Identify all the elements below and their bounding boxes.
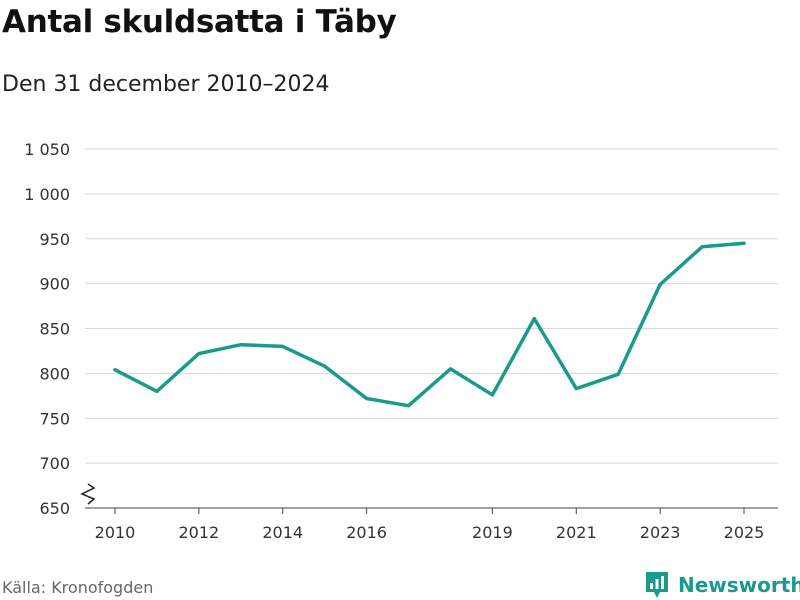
brand-logo: Newsworthy bbox=[644, 570, 800, 600]
data-point-2014 bbox=[281, 344, 285, 348]
data-point-2025 bbox=[742, 241, 746, 245]
source-note: Källa: Kronofogden bbox=[2, 578, 154, 597]
data-point-2017 bbox=[407, 404, 411, 408]
data-point-2010 bbox=[113, 368, 117, 372]
x-tick-label: 2023 bbox=[640, 523, 681, 542]
data-point-2022 bbox=[616, 372, 620, 376]
axis-break-icon bbox=[80, 483, 96, 505]
chart-title: Antal skuldsatta i Täby bbox=[2, 4, 397, 40]
x-tick-label: 2016 bbox=[346, 523, 387, 542]
y-axis-ticks: 650 700 750 800 850 900 950 1 000 1 050 bbox=[24, 140, 70, 518]
y-tick-label: 950 bbox=[39, 230, 70, 249]
y-tick-label: 700 bbox=[39, 454, 70, 473]
data-point-2012 bbox=[197, 352, 201, 356]
y-tick-label: 850 bbox=[39, 320, 70, 339]
y-tick-label: 1 000 bbox=[24, 185, 70, 204]
chart-subtitle: Den 31 december 2010–2024 bbox=[2, 72, 330, 97]
data-point-2013 bbox=[239, 343, 243, 347]
newsworthy-logo-icon bbox=[646, 572, 668, 598]
data-point-2018 bbox=[448, 367, 452, 371]
line-chart: 650 700 750 800 850 900 950 1 000 1 050 2010 2012… bbox=[24, 140, 778, 542]
data-point-2023 bbox=[658, 283, 662, 287]
y-tick-label: 900 bbox=[39, 275, 70, 294]
x-tick-label: 2010 bbox=[95, 523, 136, 542]
series-line bbox=[113, 241, 746, 408]
x-axis-ticks: 2010 2012 2014 2016 2019 2021 2023 2025 bbox=[95, 508, 765, 542]
x-tick-label: 2014 bbox=[262, 523, 303, 542]
y-tick-label: 800 bbox=[39, 364, 70, 383]
gridlines bbox=[85, 148, 778, 509]
brand-name: Newsworthy bbox=[678, 573, 800, 597]
data-points bbox=[113, 241, 746, 408]
data-point-2011 bbox=[155, 389, 159, 393]
data-point-2024 bbox=[700, 245, 704, 249]
y-tick-label: 750 bbox=[39, 409, 70, 428]
y-tick-label: 650 bbox=[39, 499, 70, 518]
data-point-2016 bbox=[365, 397, 369, 401]
data-point-2021 bbox=[574, 387, 578, 391]
data-point-2015 bbox=[323, 364, 327, 368]
y-tick-label: 1 050 bbox=[24, 140, 70, 159]
x-tick-label: 2012 bbox=[179, 523, 220, 542]
data-point-2019 bbox=[490, 393, 494, 397]
x-tick-label: 2025 bbox=[724, 523, 765, 542]
x-tick-label: 2019 bbox=[472, 523, 513, 542]
data-point-2020 bbox=[532, 317, 536, 321]
x-tick-label: 2021 bbox=[556, 523, 597, 542]
